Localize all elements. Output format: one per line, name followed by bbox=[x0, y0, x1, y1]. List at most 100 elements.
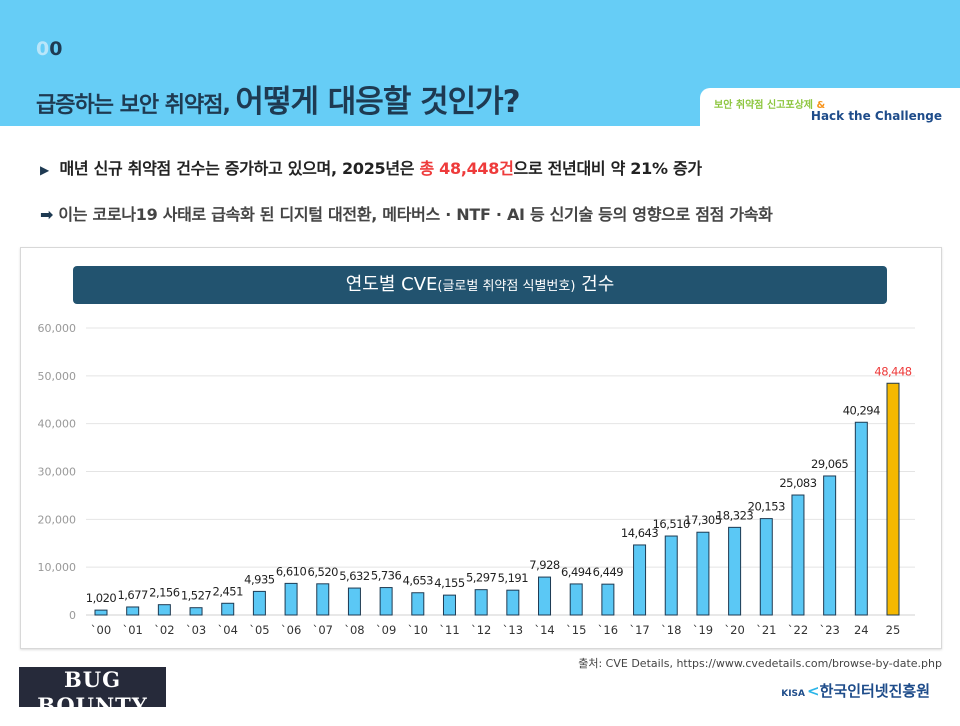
data-label: 5,736 bbox=[371, 569, 402, 583]
x-tick-label: `09 bbox=[376, 623, 396, 637]
bar bbox=[791, 494, 805, 616]
x-tick-label: `20 bbox=[724, 623, 744, 637]
bar bbox=[157, 604, 171, 616]
x-tick-label: `10 bbox=[408, 623, 428, 637]
data-label: 2,451 bbox=[213, 584, 244, 598]
data-label: 6,520 bbox=[308, 565, 339, 579]
x-tick-label: `21 bbox=[756, 623, 776, 637]
x-tick-label: `13 bbox=[503, 623, 523, 637]
bullet-1-text-end: 으로 전년대비 약 21% 증가 bbox=[513, 159, 703, 178]
y-tick-label: 40,000 bbox=[38, 418, 77, 431]
triangle-right-icon: ▶ bbox=[40, 163, 49, 177]
bar bbox=[316, 583, 330, 616]
bar bbox=[633, 544, 647, 616]
x-tick-label: `06 bbox=[281, 623, 301, 637]
tab-line1-text: 보안 취약점 신고포상제 bbox=[714, 100, 813, 111]
data-label: 5,297 bbox=[466, 571, 497, 585]
x-tick-label: 24 bbox=[854, 623, 869, 637]
bugbounty-logo: BUG BOUNTY Korea Internet & Security Agen… bbox=[19, 667, 166, 726]
data-label: 20,153 bbox=[748, 500, 785, 514]
x-tick-label: `08 bbox=[344, 623, 364, 637]
bar bbox=[728, 526, 742, 616]
x-tick-label: `16 bbox=[598, 623, 618, 637]
tab-amp: & bbox=[816, 100, 826, 111]
y-tick-label: 50,000 bbox=[38, 370, 77, 383]
data-label: 2,156 bbox=[149, 586, 180, 600]
data-label: 17,305 bbox=[684, 513, 721, 527]
bar bbox=[347, 587, 361, 616]
kisa-name: 한국인터넷진흥원 bbox=[819, 682, 930, 700]
data-label: 48,448 bbox=[874, 364, 911, 378]
title-part1: 급증하는 보안 취약점, bbox=[36, 93, 231, 118]
bar bbox=[221, 602, 235, 616]
bar bbox=[601, 583, 615, 616]
y-tick-label: 30,000 bbox=[38, 466, 77, 479]
chart-panel bbox=[20, 247, 942, 649]
x-tick-label: 25 bbox=[886, 623, 901, 637]
x-tick-label: `00 bbox=[91, 623, 111, 637]
bar bbox=[696, 531, 710, 616]
data-label: 4,653 bbox=[403, 574, 434, 588]
data-label: 18,323 bbox=[716, 508, 753, 522]
y-tick-label: 0 bbox=[69, 609, 76, 622]
tab-line2: Hack the Challenge bbox=[810, 109, 942, 123]
tab-line1: 보안 취약점 신고포상제 & bbox=[714, 96, 825, 111]
x-tick-label: `05 bbox=[249, 623, 269, 637]
kisa-logo: KISA <한국인터넷진흥원 bbox=[781, 680, 930, 701]
data-label: 29,065 bbox=[811, 457, 848, 471]
data-label: 5,632 bbox=[339, 569, 370, 583]
data-label: 25,083 bbox=[779, 476, 816, 490]
data-label: 1,677 bbox=[117, 588, 148, 602]
bar bbox=[886, 382, 900, 616]
bullet-1-text: 매년 신규 취약점 건수는 증가하고 있으며, 2025년은 bbox=[59, 159, 420, 178]
bar bbox=[569, 583, 583, 616]
chart-title-end: 건수 bbox=[581, 274, 615, 295]
x-tick-label: `17 bbox=[629, 623, 649, 637]
x-tick-label: `18 bbox=[661, 623, 681, 637]
x-tick-label: `14 bbox=[534, 623, 554, 637]
data-label: 7,928 bbox=[529, 558, 560, 572]
bar bbox=[94, 609, 108, 616]
section-number-light: 0 bbox=[36, 38, 50, 60]
x-tick-label: `02 bbox=[154, 623, 174, 637]
x-tick-label: `19 bbox=[693, 623, 713, 637]
data-label: 1,527 bbox=[181, 589, 212, 603]
bar bbox=[189, 607, 203, 616]
data-label: 6,449 bbox=[593, 565, 624, 579]
page-title: 급증하는 보안 취약점, 어떻게 대응할 것인가? bbox=[36, 76, 521, 121]
bullet-1-highlight: 총 48,448건 bbox=[419, 159, 514, 178]
data-label: 14,643 bbox=[621, 526, 658, 540]
x-tick-label: `07 bbox=[313, 623, 333, 637]
chart-title: 연도별 CVE(글로벌 취약점 식별번호) 건수 bbox=[73, 266, 887, 304]
kisa-abbr: KISA bbox=[781, 689, 806, 699]
bar bbox=[823, 475, 837, 616]
bar bbox=[854, 421, 868, 616]
bar bbox=[252, 590, 266, 616]
bar bbox=[379, 587, 393, 616]
bullet-1: ▶ 매년 신규 취약점 건수는 증가하고 있으며, 2025년은 총 48,44… bbox=[40, 155, 702, 179]
data-label: 6,494 bbox=[561, 565, 592, 579]
bar bbox=[759, 518, 773, 616]
x-tick-label: `15 bbox=[566, 623, 586, 637]
bar bbox=[538, 576, 552, 616]
kisa-chevron-icon: < bbox=[807, 682, 820, 700]
data-label: 1,020 bbox=[86, 591, 117, 605]
data-label: 6,610 bbox=[276, 564, 307, 578]
x-tick-label: `01 bbox=[122, 623, 142, 637]
bar bbox=[284, 582, 298, 616]
x-tick-label: `12 bbox=[471, 623, 491, 637]
source-note: 출처: CVE Details, https://www.cvedetails.… bbox=[578, 657, 942, 670]
x-tick-label: `22 bbox=[788, 623, 808, 637]
data-label: 16,510 bbox=[653, 517, 690, 531]
section-number-digit: 0 bbox=[49, 38, 63, 60]
program-tab: 보안 취약점 신고포상제 & Hack the Challenge bbox=[700, 88, 960, 128]
title-part2: 어떻게 대응할 것인가? bbox=[235, 84, 520, 120]
bar bbox=[411, 592, 425, 616]
bugbounty-logo-text: BUG BOUNTY bbox=[37, 667, 148, 718]
bar bbox=[474, 589, 488, 616]
y-tick-label: 10,000 bbox=[38, 561, 77, 574]
bullet-2: ➡ 이는 코로나19 사태로 급속화 된 디지털 대전환, 메타버스 · NTF… bbox=[40, 201, 773, 225]
data-label: 4,155 bbox=[434, 576, 465, 590]
data-label: 5,191 bbox=[498, 571, 529, 585]
